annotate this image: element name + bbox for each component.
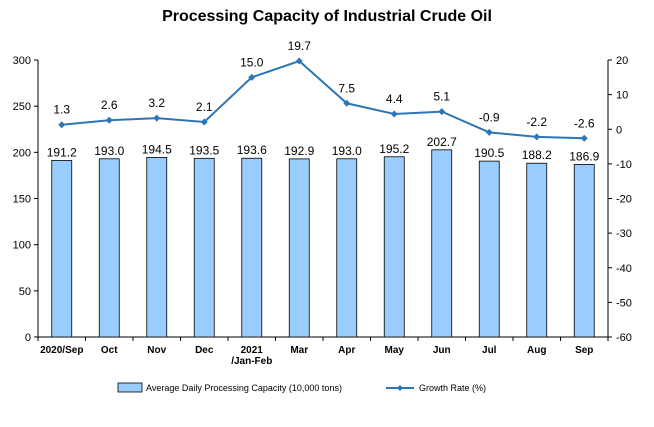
line-value-label: 3.2 (148, 96, 165, 110)
bar-value-label: 194.5 (142, 142, 172, 156)
bar-value-label: 202.7 (427, 135, 457, 149)
x-tick-label: Jul (482, 345, 497, 356)
bar-value-label: 193.5 (189, 143, 219, 157)
line-value-label: 15.0 (240, 55, 264, 69)
bar-value-label: 188.2 (522, 148, 552, 162)
bar-value-label: 192.9 (284, 144, 314, 158)
line-point (485, 128, 493, 136)
line-point (58, 121, 66, 129)
y-left-tick-label: 0 (25, 332, 31, 344)
y-right-tick-label: 10 (616, 90, 628, 102)
x-tick-label: /Jan-Feb (231, 356, 272, 367)
line-value-label: 5.1 (433, 90, 450, 104)
x-tick-label: Aug (527, 345, 546, 356)
bar-value-label: 195.2 (379, 142, 409, 156)
x-tick-label: Apr (338, 345, 355, 356)
line-value-label: 1.3 (53, 103, 70, 117)
x-tick-label: Oct (101, 345, 118, 356)
line-value-label: 7.5 (338, 81, 355, 95)
line-value-label: -2.2 (526, 115, 547, 129)
line-point (153, 114, 161, 122)
chart-title: Processing Capacity of Industrial Crude … (162, 8, 492, 25)
line-point (295, 57, 303, 65)
bar (336, 158, 358, 338)
y-right-tick-label: 20 (616, 55, 628, 67)
y-left-tick-label: 300 (13, 55, 31, 67)
line-value-label: -2.6 (574, 116, 595, 130)
bar (478, 160, 500, 338)
legend-marker-line (397, 385, 403, 391)
x-tick-label: 2021 (241, 345, 264, 356)
x-tick-label: Nov (147, 345, 166, 356)
line-value-label: 2.6 (101, 98, 118, 112)
bar-value-label: 186.9 (569, 149, 599, 163)
bar (573, 164, 595, 338)
line-point (390, 110, 398, 118)
line-point (248, 73, 256, 81)
line-point (343, 99, 351, 107)
y-right-tick-label: 0 (616, 124, 622, 136)
legend-label-line: Growth Rate (%) (419, 383, 486, 393)
y-right-tick-label: -10 (616, 159, 632, 171)
legend-label-bar: Average Daily Processing Capacity (10,00… (146, 383, 342, 393)
x-tick-label: Jun (433, 345, 451, 356)
line-point (200, 118, 208, 126)
x-tick-label: Sep (575, 345, 593, 356)
bar (431, 149, 453, 338)
x-tick-label: 2020/Sep (40, 345, 83, 356)
bar (193, 157, 215, 338)
y-right-tick-label: -60 (616, 332, 632, 344)
y-left-tick-label: 150 (13, 194, 31, 206)
line-value-label: 4.4 (386, 92, 403, 106)
bar (241, 157, 263, 338)
bar (146, 157, 168, 338)
bar (98, 158, 120, 338)
bar (288, 158, 310, 338)
y-right-tick-label: -40 (616, 263, 632, 275)
bar (526, 162, 548, 338)
y-left-tick-label: 250 (13, 101, 31, 113)
line-value-label: 2.1 (196, 100, 213, 114)
legend-swatch-bar (117, 382, 143, 393)
y-right-tick-label: -20 (616, 194, 632, 206)
bar (383, 156, 405, 338)
bar-value-label: 191.2 (47, 145, 77, 159)
line-point (533, 133, 541, 141)
y-right-tick-label: -30 (616, 228, 632, 240)
y-left-tick-label: 50 (19, 286, 31, 298)
x-tick-label: Mar (290, 345, 308, 356)
line-point (105, 116, 113, 124)
line-value-label: 19.7 (288, 39, 312, 53)
line-point (580, 134, 588, 142)
bar-value-label: 193.0 (94, 144, 124, 158)
bar-value-label: 193.6 (237, 143, 267, 157)
bar-value-label: 190.5 (474, 146, 504, 160)
line-point (438, 108, 446, 116)
x-tick-label: May (385, 345, 405, 356)
y-left-tick-label: 100 (13, 240, 31, 252)
line-value-label: -0.9 (479, 110, 500, 124)
y-right-tick-label: -50 (616, 297, 632, 309)
y-left-tick-label: 200 (13, 147, 31, 159)
growth-rate-line (61, 59, 585, 140)
bar (51, 160, 73, 338)
bar-value-label: 193.0 (332, 144, 362, 158)
x-tick-label: Dec (195, 345, 214, 356)
